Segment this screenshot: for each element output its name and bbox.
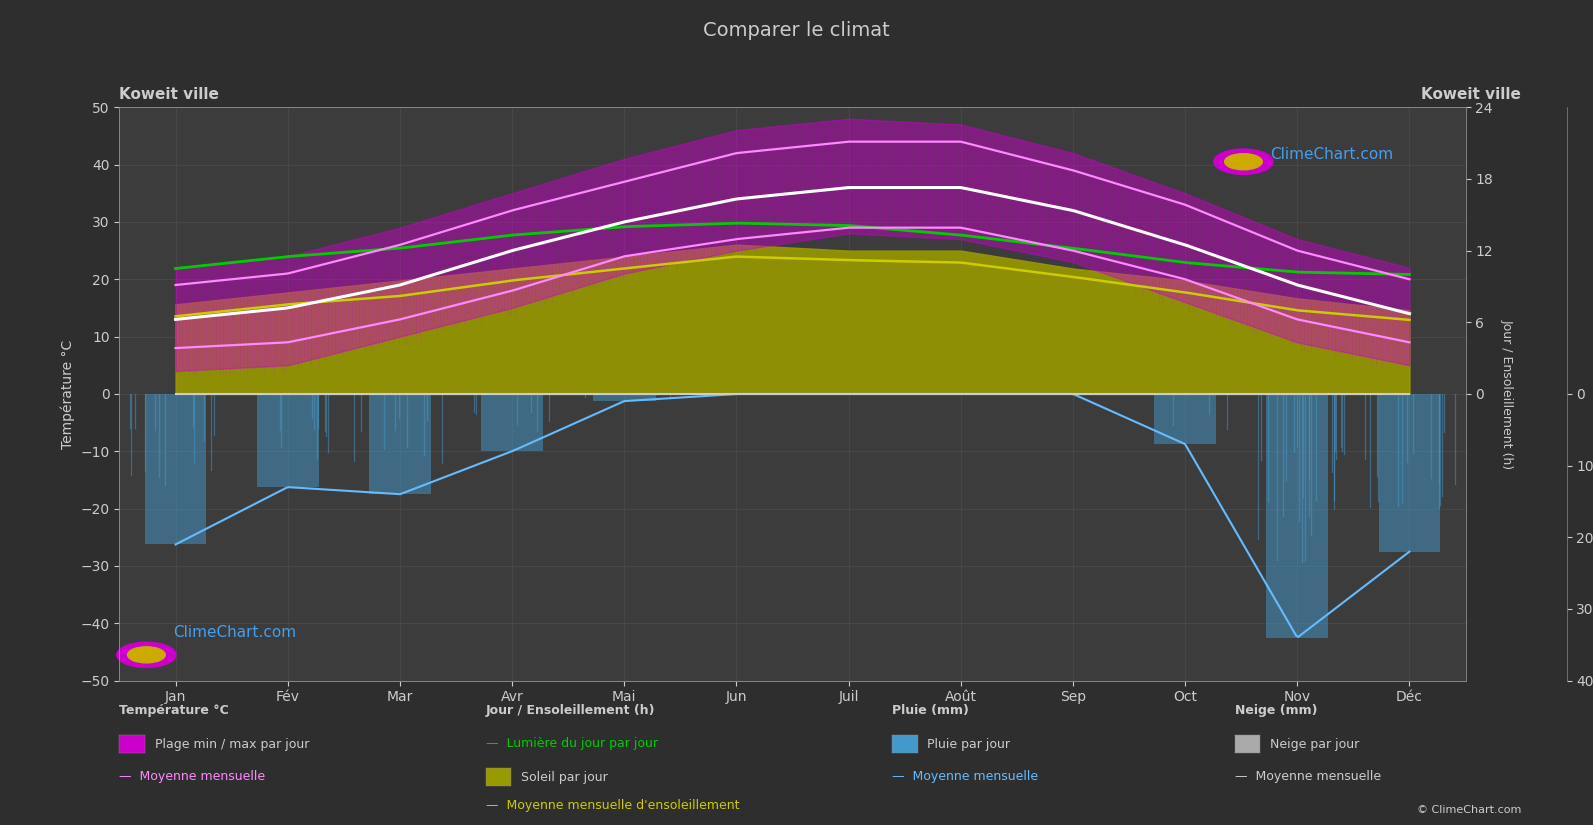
Text: —  Moyenne mensuelle: — Moyenne mensuelle bbox=[892, 770, 1039, 783]
Text: Jour / Ensoleillement (h): Jour / Ensoleillement (h) bbox=[486, 704, 655, 717]
Circle shape bbox=[1225, 153, 1262, 170]
Circle shape bbox=[1214, 149, 1273, 174]
Text: —  Moyenne mensuelle d'ensoleillement: — Moyenne mensuelle d'ensoleillement bbox=[486, 799, 739, 812]
Bar bbox=[256, 394, 319, 487]
Text: Koweit ville: Koweit ville bbox=[1421, 87, 1521, 101]
Text: Koweit ville: Koweit ville bbox=[119, 87, 220, 101]
Text: —  Lumière du jour par jour: — Lumière du jour par jour bbox=[486, 737, 658, 750]
Text: Comparer le climat: Comparer le climat bbox=[703, 21, 890, 40]
Text: ClimeChart.com: ClimeChart.com bbox=[174, 625, 296, 640]
Text: © ClimeChart.com: © ClimeChart.com bbox=[1416, 804, 1521, 814]
Text: —  Moyenne mensuelle: — Moyenne mensuelle bbox=[1235, 770, 1381, 783]
Text: Température °C: Température °C bbox=[119, 704, 229, 717]
Circle shape bbox=[116, 642, 175, 667]
Text: Neige par jour: Neige par jour bbox=[1270, 738, 1359, 751]
Circle shape bbox=[127, 647, 166, 662]
Bar bbox=[1266, 394, 1329, 638]
Text: Neige (mm): Neige (mm) bbox=[1235, 704, 1317, 717]
Bar bbox=[1378, 394, 1440, 552]
Text: Pluie (mm): Pluie (mm) bbox=[892, 704, 969, 717]
Bar bbox=[594, 394, 655, 401]
Y-axis label: Jour / Ensoleillement (h): Jour / Ensoleillement (h) bbox=[1501, 319, 1513, 469]
Text: ClimeChart.com: ClimeChart.com bbox=[1270, 148, 1394, 163]
Y-axis label: Température °C: Température °C bbox=[61, 339, 75, 449]
Text: Soleil par jour: Soleil par jour bbox=[521, 771, 607, 784]
Text: Plage min / max par jour: Plage min / max par jour bbox=[155, 738, 309, 751]
Text: Pluie par jour: Pluie par jour bbox=[927, 738, 1010, 751]
Bar bbox=[1155, 394, 1215, 444]
Bar bbox=[145, 394, 207, 544]
Bar bbox=[370, 394, 430, 494]
Text: —  Moyenne mensuelle: — Moyenne mensuelle bbox=[119, 770, 266, 783]
Bar bbox=[481, 394, 543, 451]
